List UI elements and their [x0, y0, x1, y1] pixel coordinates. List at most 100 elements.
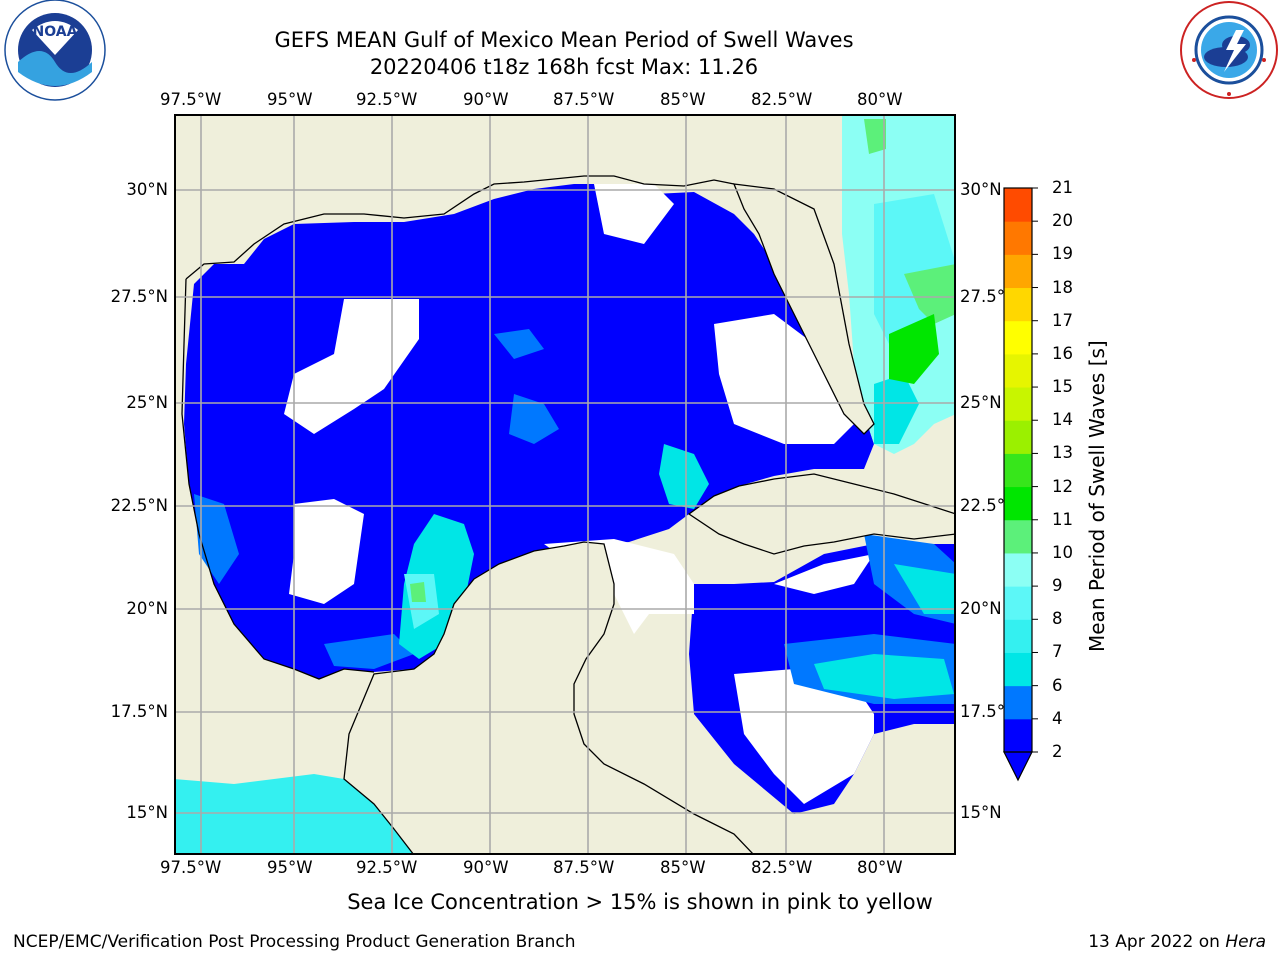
lon-tick-bottom-87-5: 87.5°W	[553, 858, 615, 877]
lat-tick-left-22-5: 22.5°N	[110, 496, 168, 515]
colorbar-tick-label: 2	[1052, 742, 1063, 761]
lat-tick-left-20: 20°N	[126, 599, 168, 618]
colorbar-bin	[1004, 254, 1032, 289]
lon-tick-bottom-90: 90°W	[463, 858, 509, 877]
zone-k	[894, 564, 956, 614]
colorbar-bin	[1004, 287, 1032, 322]
lat-tick-left-15: 15°N	[126, 803, 168, 822]
colorbar-bin	[1004, 552, 1032, 587]
lon-tick-bottom-85: 85°W	[660, 858, 706, 877]
colorbar-bin	[1004, 353, 1032, 388]
sea-ice-note: Sea Ice Concentration > 15% is shown in …	[347, 890, 933, 914]
colorbar-bin	[1004, 188, 1032, 222]
patch-3	[714, 314, 864, 444]
patch-7	[734, 669, 874, 804]
colorbar-tick-label: 21	[1052, 178, 1073, 197]
yucatan-land	[343, 541, 755, 855]
lat-tick-left-25: 25°N	[126, 393, 168, 412]
zone-n	[410, 582, 426, 602]
lat-tick-right-30: 30°N	[960, 180, 1002, 199]
noaa-logo-text: NOAA	[33, 24, 78, 40]
noaa-logo: NOAA	[2, 0, 108, 106]
colorbar-tick-label: 14	[1052, 410, 1073, 430]
colorbar-bin	[1004, 486, 1032, 521]
map-panel	[174, 114, 956, 855]
lat-tick-right-17-5: 17.5°N	[960, 702, 1018, 721]
colorbar-bin	[1004, 221, 1032, 255]
colorbar-bin	[1004, 420, 1032, 454]
lon-tick-top-85: 85°W	[660, 90, 706, 109]
colorbar-tick-label: 20	[1052, 211, 1073, 231]
lat-tick-left-17-5: 17.5°N	[110, 702, 168, 721]
lon-tick-bottom-82-5: 82.5°W	[751, 858, 813, 877]
lon-tick-top-97-5: 97.5°W	[160, 90, 222, 109]
colorbar-bin	[1004, 652, 1032, 687]
lon-tick-bottom-80: 80°W	[857, 858, 903, 877]
map-frame	[174, 114, 956, 855]
max-period-zone	[889, 314, 939, 384]
colorbar	[1003, 187, 1038, 782]
lat-tick-right-20: 20°N	[960, 599, 1002, 618]
colorbar-tick-label: 17	[1052, 310, 1073, 330]
period-9-11s-zones	[410, 119, 956, 602]
zone-a	[509, 394, 559, 444]
zone-h	[659, 444, 709, 509]
colorbar-tick-label: 13	[1052, 443, 1073, 463]
lon-tick-top-90: 90°W	[463, 90, 509, 109]
colorbar-tick-label: 12	[1052, 476, 1073, 496]
zone-c	[194, 494, 239, 584]
lat-tick-left-30: 30°N	[126, 180, 168, 199]
footer-date: 13 Apr 2022 on Hera	[1088, 932, 1266, 952]
graticule	[174, 114, 956, 855]
florida-land	[732, 183, 875, 435]
colorbar-extend-arrow	[1003, 751, 1033, 782]
colorbar-tick-label: 10	[1052, 542, 1073, 562]
colorbar-tick-label: 15	[1052, 377, 1073, 397]
map-title: GEFS MEAN Gulf of Mexico Mean Period of …	[274, 28, 854, 52]
colorbar-bin	[1004, 519, 1032, 554]
colorbar-bin	[1004, 685, 1032, 720]
lon-tick-bottom-95: 95°W	[267, 858, 313, 877]
colorbar-frame	[1003, 187, 1033, 753]
patch-1	[284, 299, 419, 434]
colorbar-bins	[1004, 188, 1032, 753]
footer-credit: NCEP/EMC/Verification Post Processing Pr…	[13, 932, 576, 952]
lat-tick-right-27-5: 27.5°N	[960, 287, 1018, 306]
colorbar-tick-label: 18	[1052, 277, 1073, 297]
nws-logo-graphic	[1180, 1, 1278, 99]
zone-b	[494, 329, 544, 359]
colorbar-tick-label: 6	[1052, 675, 1063, 695]
zone-i	[874, 374, 919, 444]
colorbar-labels: 21 20 19 18 17 16 15 14 13 12 11 10 9 8 7 6 4 2	[1052, 178, 1092, 786]
map-subtitle: 20220406 t18z 168h fcst Max: 11.26	[369, 55, 759, 79]
footer-host: Hera	[1225, 932, 1266, 952]
lat-tick-right-15: 15°N	[960, 803, 1002, 822]
lon-tick-top-80: 80°W	[857, 90, 903, 109]
coastline-us	[185, 175, 735, 280]
patch-6	[774, 554, 874, 594]
zone-p	[904, 264, 956, 324]
colorbar-tick-label: 8	[1052, 609, 1063, 629]
cuba-land	[687, 473, 956, 555]
footer-date-text: 13 Apr 2022 on	[1088, 932, 1226, 952]
lon-tick-bottom-92-5: 92.5°W	[356, 858, 418, 877]
colorbar-title: Mean Period of Swell Waves [s]	[1085, 340, 1109, 652]
lon-tick-bottom-97-5: 97.5°W	[160, 858, 222, 877]
patch-2	[594, 184, 674, 244]
colorbar-bin	[1004, 453, 1032, 488]
lon-tick-top-87-5: 87.5°W	[553, 90, 615, 109]
zone-o	[864, 119, 886, 154]
colorbar-bin	[1004, 619, 1032, 653]
noaa-logo-graphic: NOAA	[4, 0, 106, 101]
lon-tick-top-95: 95°W	[267, 90, 313, 109]
colorbar-bin	[1004, 718, 1032, 753]
patch-4	[289, 499, 364, 604]
lon-tick-top-92-5: 92.5°W	[356, 90, 418, 109]
colorbar-tick-label: 4	[1052, 708, 1063, 728]
colorbar-bin	[1004, 586, 1032, 620]
colorbar-tick-label: 11	[1052, 509, 1073, 529]
colorbar-tick-label: 19	[1052, 244, 1073, 264]
colorbar-tick-label: 9	[1052, 576, 1063, 596]
lat-tick-right-25: 25°N	[960, 393, 1002, 412]
lon-tick-top-82-5: 82.5°W	[751, 90, 813, 109]
